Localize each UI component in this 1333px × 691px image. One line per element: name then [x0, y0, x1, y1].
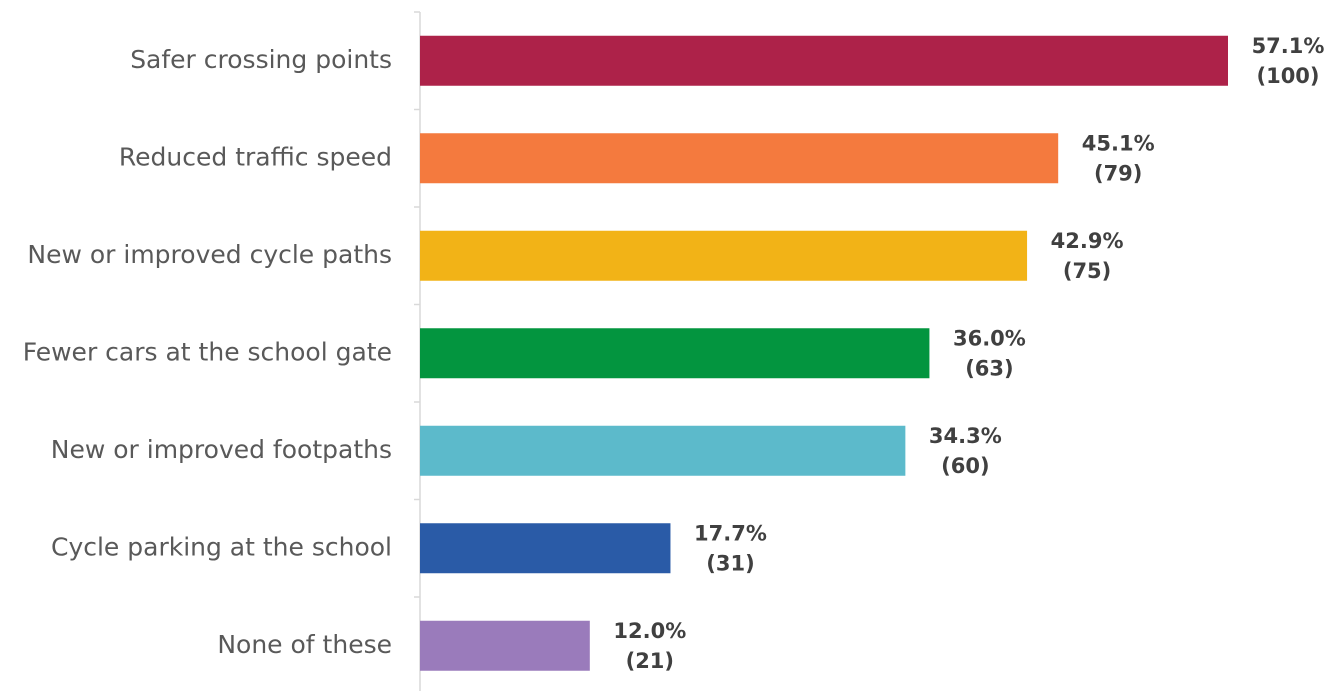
count-data-label: (75) [1063, 259, 1111, 283]
percent-data-label: 45.1% [1082, 131, 1155, 155]
bar [420, 523, 671, 574]
percent-data-label: 17.7% [694, 521, 767, 545]
count-data-label: (31) [706, 551, 754, 575]
bar [420, 620, 590, 671]
bar [420, 230, 1028, 281]
percent-data-label: 12.0% [613, 619, 686, 643]
bar [420, 35, 1228, 86]
category-label: None of these [217, 630, 392, 659]
category-label: Reduced traffic speed [119, 142, 392, 171]
bar [420, 133, 1059, 184]
percent-data-label: 36.0% [953, 326, 1026, 350]
count-data-label: (79) [1094, 161, 1142, 185]
category-label: Safer crossing points [130, 45, 392, 74]
percent-data-label: 57.1% [1252, 34, 1325, 58]
category-label: Fewer cars at the school gate [23, 337, 392, 366]
percent-data-label: 34.3% [929, 424, 1002, 448]
bar [420, 328, 930, 379]
category-label: New or improved footpaths [51, 435, 392, 464]
category-label: New or improved cycle paths [27, 240, 392, 269]
count-data-label: (21) [626, 649, 674, 673]
count-data-label: (63) [965, 356, 1013, 380]
percent-data-label: 42.9% [1051, 229, 1124, 253]
count-data-label: (100) [1256, 64, 1319, 88]
category-label: Cycle parking at the school [51, 532, 392, 561]
bar [420, 425, 906, 476]
count-data-label: (60) [941, 454, 989, 478]
